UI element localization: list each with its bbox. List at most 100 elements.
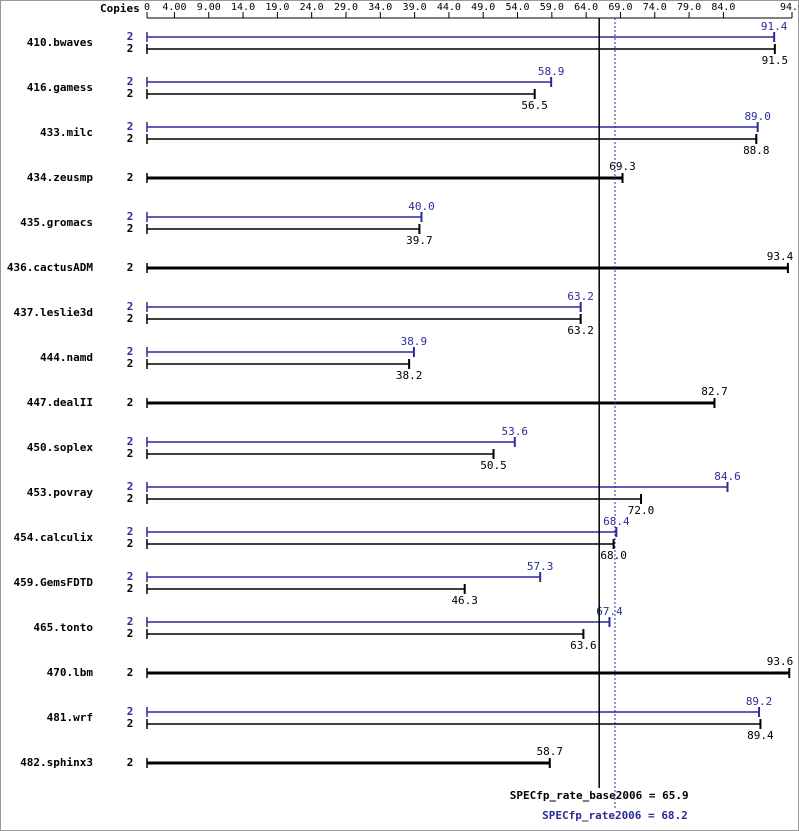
value-label: 63.2: [567, 324, 594, 337]
x-tick-label: 19.0: [265, 2, 289, 13]
x-tick-label: 29.0: [334, 2, 358, 13]
value-label: 63.6: [570, 639, 597, 652]
value-label: 38.9: [401, 335, 428, 348]
x-tick-label: 94.0: [780, 2, 799, 13]
category-label: 437.leslie3d: [14, 306, 93, 319]
x-tick-label: 14.0: [231, 2, 255, 13]
copies: 2: [127, 75, 134, 88]
copies: 2: [127, 525, 134, 538]
copies: 2: [127, 492, 134, 505]
category-label: 482.sphinx3: [20, 756, 93, 769]
copies: 2: [127, 666, 134, 679]
category-label: 447.dealII: [27, 396, 93, 409]
x-tick-label: 4.00: [162, 2, 186, 13]
copies: 2: [127, 30, 134, 43]
category-label: 465.tonto: [33, 621, 93, 634]
value-label: 57.3: [527, 560, 554, 573]
x-tick-label: 0: [144, 2, 150, 13]
category-label: 481.wrf: [47, 711, 93, 724]
value-label: 58.7: [537, 745, 564, 758]
category-label: 416.gamess: [27, 81, 93, 94]
value-label: 38.2: [396, 369, 423, 382]
copies: 2: [127, 345, 134, 358]
reference-value: 65.9: [662, 789, 689, 802]
copies: 2: [127, 705, 134, 718]
value-label: 39.7: [406, 234, 433, 247]
x-tick-label: 74.0: [643, 2, 667, 13]
category-label: 454.calculix: [14, 531, 94, 544]
value-label: 93.6: [767, 655, 794, 668]
value-label: 91.4: [761, 20, 788, 33]
copies: 2: [127, 300, 134, 313]
value-label: 56.5: [521, 99, 548, 112]
value-label: 68.4: [603, 515, 630, 528]
copies: 2: [127, 132, 134, 145]
value-label: 67.4: [596, 605, 623, 618]
value-label: 93.4: [767, 250, 794, 263]
copies: 2: [127, 570, 134, 583]
copies: 2: [127, 42, 134, 55]
category-label: 459.GemsFDTD: [14, 576, 94, 589]
value-label: 88.8: [743, 144, 770, 157]
value-label: 89.2: [746, 695, 773, 708]
copies: 2: [127, 222, 134, 235]
copies: 2: [127, 261, 134, 274]
x-tick-label: 9.00: [197, 2, 221, 13]
copies: 2: [127, 312, 134, 325]
category-label: 444.namd: [40, 351, 93, 364]
copies: 2: [127, 537, 134, 550]
x-tick-label: 24.0: [300, 2, 324, 13]
copies: 2: [127, 615, 134, 628]
copies: 2: [127, 447, 134, 460]
x-tick-label: 44.0: [437, 2, 461, 13]
x-tick-label: 84.0: [711, 2, 735, 13]
x-tick-label: 69.0: [608, 2, 632, 13]
category-label: 470.lbm: [47, 666, 94, 679]
x-tick-label: 34.0: [368, 2, 392, 13]
reference-name: SPECfp_rate2006 =: [542, 809, 655, 822]
category-label: 410.bwaves: [27, 36, 93, 49]
value-label: 68.0: [600, 549, 627, 562]
reference-name: SPECfp_rate_base2006 =: [510, 789, 656, 802]
reference-label: SPECfp_rate2006 = 68.2: [542, 809, 688, 822]
copies: 2: [127, 627, 134, 640]
category-label: 434.zeusmp: [27, 171, 94, 184]
category-label: 453.povray: [27, 486, 94, 499]
x-tick-label: 39.0: [403, 2, 427, 13]
copies-header: Copies: [100, 2, 140, 15]
copies: 2: [127, 357, 134, 370]
copies: 2: [127, 480, 134, 493]
category-label: 435.gromacs: [20, 216, 93, 229]
value-label: 84.6: [714, 470, 741, 483]
category-label: 450.soplex: [27, 441, 94, 454]
value-label: 89.0: [744, 110, 771, 123]
value-label: 53.6: [502, 425, 529, 438]
copies: 2: [127, 171, 134, 184]
copies: 2: [127, 756, 134, 769]
x-tick-label: 54.0: [505, 2, 529, 13]
copies: 2: [127, 717, 134, 730]
x-tick-label: 49.0: [471, 2, 495, 13]
value-label: 40.0: [408, 200, 435, 213]
copies: 2: [127, 396, 134, 409]
reference-label: SPECfp_rate_base2006 = 65.9: [510, 789, 689, 802]
value-label: 58.9: [538, 65, 565, 78]
value-label: 46.3: [451, 594, 478, 607]
value-label: 72.0: [628, 504, 655, 517]
copies: 2: [127, 582, 134, 595]
value-label: 82.7: [701, 385, 728, 398]
value-label: 50.5: [480, 459, 507, 472]
value-label: 89.4: [747, 729, 774, 742]
copies: 2: [127, 435, 134, 448]
value-label: 91.5: [762, 54, 789, 67]
x-tick-label: 64.0: [574, 2, 598, 13]
category-label: 436.cactusADM: [7, 261, 93, 274]
category-label: 433.milc: [40, 126, 93, 139]
x-tick-label: 79.0: [677, 2, 701, 13]
copies: 2: [127, 210, 134, 223]
reference-value: 68.2: [661, 809, 688, 822]
value-label: 63.2: [567, 290, 594, 303]
copies: 2: [127, 120, 134, 133]
